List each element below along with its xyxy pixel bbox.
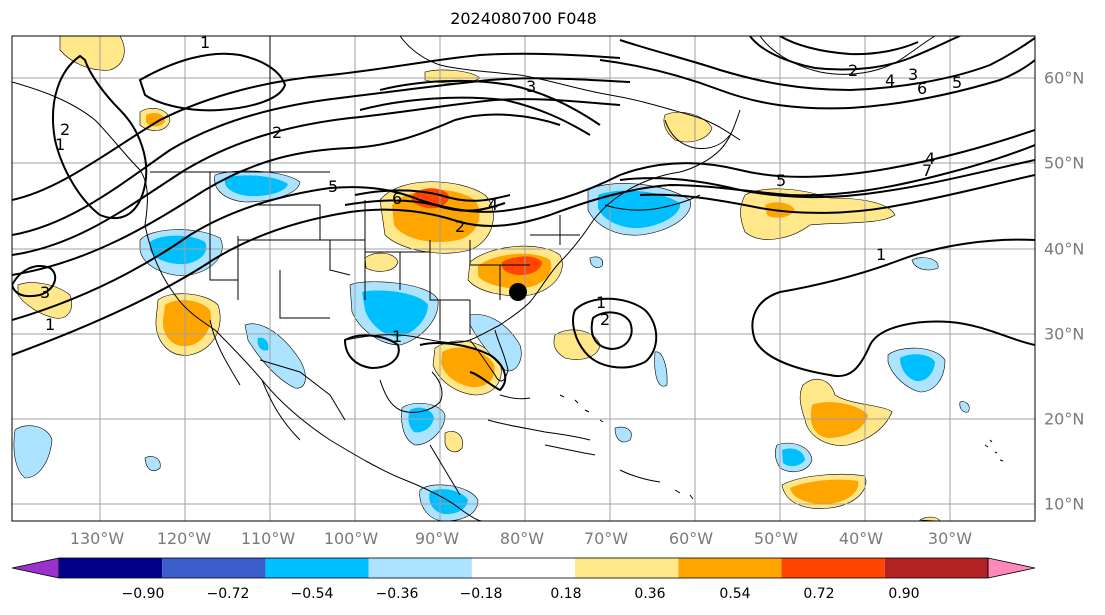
positive-patch bbox=[740, 188, 896, 240]
lat-label: 40°N bbox=[1044, 239, 1085, 259]
negative-patch bbox=[13, 425, 53, 479]
colorbar-extend-low bbox=[11, 557, 60, 579]
negative-patch bbox=[469, 314, 522, 372]
positive-patch bbox=[364, 252, 399, 272]
contour-label: 7 bbox=[922, 161, 932, 180]
lon-label: 80°W bbox=[499, 529, 545, 548]
lon-label: 70°W bbox=[583, 529, 629, 548]
negative-patch bbox=[257, 337, 269, 351]
colorbar-segment bbox=[781, 558, 885, 578]
contour-label: 3 bbox=[40, 283, 50, 302]
lon-label: 100°W bbox=[323, 529, 379, 548]
contour-label: 1 bbox=[45, 315, 55, 334]
lon-label: 130°W bbox=[69, 529, 125, 548]
contour-label: 4 bbox=[488, 195, 498, 214]
contour-labels: 1 2 3 4 5 6 1 2 3 4 5 6 1 2 1 2 3 1 2 1 … bbox=[40, 33, 962, 346]
positive-patch bbox=[810, 402, 868, 438]
contour-lines bbox=[12, 36, 1035, 392]
storm-position-marker bbox=[509, 283, 527, 301]
colorbar-segment bbox=[471, 558, 576, 578]
colorbar-tick: −0.72 bbox=[206, 586, 250, 602]
colorbar-segment bbox=[575, 558, 679, 578]
positive-patch bbox=[444, 431, 463, 453]
colorbar-tick: −0.36 bbox=[375, 586, 419, 602]
contour-label: 2 bbox=[60, 120, 70, 139]
colorbar-tick: −0.54 bbox=[290, 586, 334, 602]
lat-label: 50°N bbox=[1044, 153, 1085, 173]
colorbar-tick: 0.36 bbox=[634, 586, 666, 602]
lon-label: 110°W bbox=[240, 529, 296, 548]
contour-label: 3 bbox=[526, 77, 536, 96]
contour-label: 5 bbox=[952, 73, 962, 92]
colorbar-tick: 0.90 bbox=[888, 586, 920, 602]
lon-label: 60°W bbox=[668, 529, 714, 548]
contour-label: 1 bbox=[55, 135, 65, 154]
contour-label: 4 bbox=[885, 71, 895, 90]
lon-label: 40°W bbox=[838, 529, 884, 548]
colorbar-segment bbox=[368, 558, 472, 578]
negative-patch bbox=[654, 351, 668, 387]
lat-label: 60°N bbox=[1044, 68, 1085, 88]
colorbar-frame bbox=[58, 557, 989, 579]
negative-patch bbox=[782, 448, 805, 467]
negative-patch bbox=[911, 257, 939, 271]
map-frame bbox=[11, 35, 1036, 522]
contour-label: 2 bbox=[272, 123, 282, 142]
negative-patch bbox=[144, 456, 161, 471]
lat-label: 30°N bbox=[1044, 324, 1085, 344]
positive-patch bbox=[501, 256, 542, 276]
contour-label: 5 bbox=[328, 177, 338, 196]
positive-patch bbox=[59, 36, 125, 71]
colorbar-tick: 0.18 bbox=[550, 586, 582, 602]
lon-label: 50°W bbox=[753, 529, 799, 548]
lon-label: 90°W bbox=[414, 529, 460, 548]
contour-label: 5 bbox=[776, 171, 786, 190]
positive-patch bbox=[146, 113, 165, 127]
positive-patch bbox=[553, 329, 601, 360]
contour-label: 2 bbox=[455, 217, 465, 236]
colorbar-segment bbox=[265, 558, 369, 578]
colorbar-tick: −0.90 bbox=[121, 586, 165, 602]
colorbar-tick: 0.54 bbox=[719, 586, 751, 602]
negative-patch bbox=[150, 235, 207, 265]
contour-label: 1 bbox=[596, 293, 606, 312]
contour-label: 6 bbox=[392, 189, 402, 208]
lon-label: 120°W bbox=[156, 529, 212, 548]
contour-label: 2 bbox=[848, 61, 858, 80]
negative-patch bbox=[224, 175, 288, 197]
coastlines bbox=[12, 36, 1004, 521]
shaded-fields bbox=[13, 36, 970, 521]
colorbar-tick: 0.72 bbox=[803, 586, 835, 602]
negative-patch bbox=[362, 290, 428, 337]
negative-patch bbox=[598, 190, 681, 229]
contour-label: 2 bbox=[600, 310, 610, 329]
map-plot: 1 2 3 4 5 6 1 2 3 4 5 6 1 2 1 2 3 1 2 1 … bbox=[11, 33, 1036, 522]
lat-label: 20°N bbox=[1044, 409, 1085, 429]
negative-patch bbox=[900, 354, 935, 382]
negative-patch bbox=[614, 426, 632, 443]
positive-patch bbox=[162, 300, 211, 347]
lat-label: 10°N bbox=[1044, 494, 1085, 514]
colorbar-extend-high bbox=[987, 557, 1036, 579]
contour-label: 6 bbox=[917, 79, 927, 98]
colorbar-segment bbox=[59, 558, 163, 578]
positive-patch bbox=[663, 111, 713, 143]
contour-label: 1 bbox=[200, 33, 210, 52]
positive-patch bbox=[17, 282, 72, 319]
negative-patch bbox=[959, 401, 970, 413]
map-title: 2024080700 F048 bbox=[450, 9, 597, 28]
contour-label: 1 bbox=[392, 327, 402, 346]
colorbar-segment bbox=[678, 558, 782, 578]
colorbar-tick: −0.18 bbox=[459, 586, 503, 602]
positive-patch bbox=[790, 479, 859, 505]
colorbar bbox=[11, 557, 1036, 579]
colorbar-segment bbox=[162, 558, 266, 578]
negative-patch bbox=[589, 256, 603, 268]
negative-patch bbox=[408, 407, 434, 433]
colorbar-segment bbox=[884, 558, 988, 578]
lon-label: 30°W bbox=[927, 529, 973, 548]
contour-label: 1 bbox=[876, 245, 886, 264]
contour-label: 3 bbox=[908, 65, 918, 84]
contour-label: 4 bbox=[925, 149, 935, 168]
